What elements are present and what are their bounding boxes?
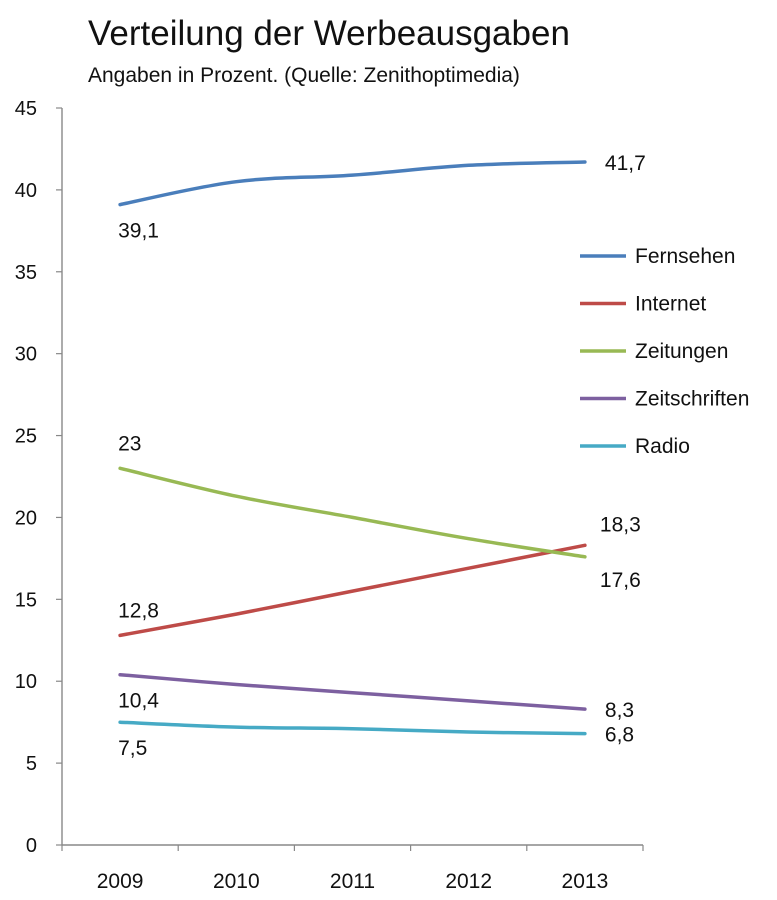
- data-label-radio: 7,5: [118, 737, 147, 760]
- y-tick-label: 0: [26, 835, 37, 857]
- data-label-internet: 18,3: [600, 513, 641, 536]
- series-line-zeitungen: [118, 466, 587, 559]
- data-label-zeitschriften: 8,3: [605, 699, 634, 722]
- y-tick-label: 10: [15, 671, 37, 693]
- legend-label-zeitungen: Zeitungen: [635, 340, 728, 363]
- data-label-internet: 12,8: [118, 599, 159, 622]
- chart-title: Verteilung der Werbeausgaben: [88, 14, 570, 53]
- data-label-zeitungen: 23: [118, 432, 141, 455]
- legend-label-fernsehen: Fernsehen: [635, 245, 735, 268]
- x-tick-label: 2013: [562, 870, 609, 893]
- y-tick-label: 40: [15, 180, 37, 202]
- chart-subtitle: Angaben in Prozent. (Quelle: Zenithoptim…: [88, 64, 520, 87]
- data-label-zeitschriften: 10,4: [118, 690, 159, 713]
- x-tick-label: 2009: [97, 870, 144, 893]
- series-line-radio: [118, 720, 587, 736]
- y-tick-label: 25: [15, 426, 37, 448]
- x-tick-label: 2011: [330, 870, 375, 893]
- legend-label-internet: Internet: [635, 293, 706, 316]
- y-tick-label: 30: [15, 344, 37, 366]
- data-label-fernsehen: 41,7: [605, 152, 646, 175]
- series-line-fernsehen: [118, 160, 587, 207]
- legend-label-zeitschriften: Zeitschriften: [635, 388, 749, 411]
- series-line-internet: [118, 543, 587, 638]
- data-label-radio: 6,8: [605, 724, 634, 747]
- y-tick-label: 5: [26, 753, 37, 775]
- y-tick-label: 45: [15, 98, 37, 120]
- series-line-zeitschriften: [118, 672, 587, 711]
- data-label-zeitungen: 17,6: [600, 569, 641, 592]
- x-tick-label: 2010: [213, 870, 260, 893]
- y-tick-label: 20: [15, 507, 37, 529]
- data-label-fernsehen: 39,1: [118, 220, 159, 243]
- y-tick-label: 15: [15, 589, 37, 611]
- x-tick-label: 2012: [445, 870, 492, 893]
- legend-label-radio: Radio: [635, 435, 690, 458]
- y-tick-label: 35: [15, 262, 37, 284]
